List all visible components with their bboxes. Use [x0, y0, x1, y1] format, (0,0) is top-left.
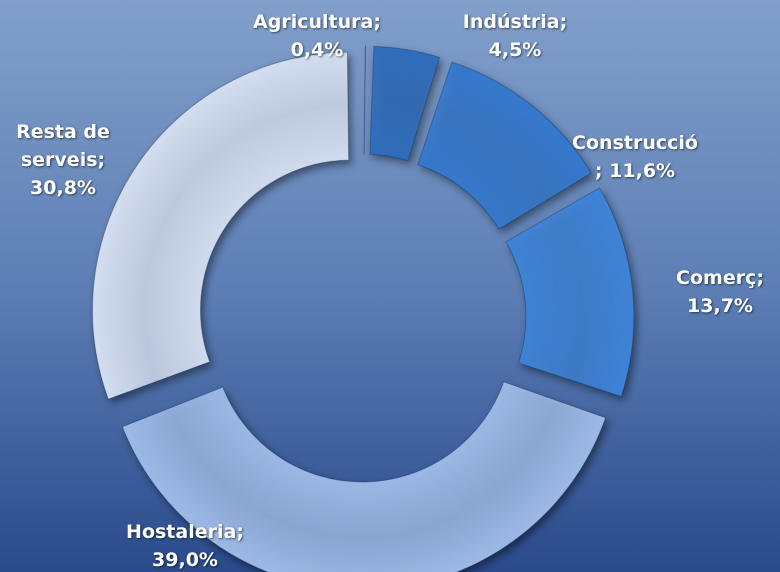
- category-name: Indústria: [462, 11, 560, 33]
- category-name: Resta de serveis: [16, 121, 110, 171]
- donut-segment: [417, 61, 592, 230]
- value-label: 39,0%: [152, 549, 218, 571]
- separator: ;: [559, 11, 568, 33]
- value-label: 4,5%: [488, 39, 542, 61]
- donut-segment: [363, 45, 367, 155]
- donut-segment: [91, 51, 350, 400]
- category-name: Hostaleria: [126, 521, 237, 543]
- donut-segment: [121, 381, 607, 572]
- separator: ;: [756, 267, 764, 289]
- donut-segment: [369, 45, 441, 162]
- data-label: Comerç; 13,7%: [660, 264, 780, 320]
- data-label: Construcció; 11,6%: [560, 129, 710, 185]
- category-name: Construcció: [572, 132, 698, 154]
- value-label: 11,6%: [609, 160, 676, 182]
- data-label: Agricultura; 0,4%: [232, 8, 402, 64]
- value-label: 0,4%: [290, 39, 344, 61]
- value-label: 30,8%: [30, 177, 96, 199]
- separator: ;: [236, 521, 244, 543]
- donut-segment: [505, 187, 635, 398]
- data-label: Indústria; 4,5%: [440, 8, 590, 64]
- separator: ;: [373, 11, 381, 33]
- value-label: 13,7%: [687, 295, 753, 317]
- category-name: Comerç: [676, 267, 757, 289]
- separator: ;: [594, 160, 603, 182]
- data-label: Resta de serveis; 30,8%: [0, 118, 126, 202]
- category-name: Agricultura: [253, 11, 374, 33]
- data-label: Hostaleria; 39,0%: [100, 518, 270, 572]
- separator: ;: [97, 149, 106, 171]
